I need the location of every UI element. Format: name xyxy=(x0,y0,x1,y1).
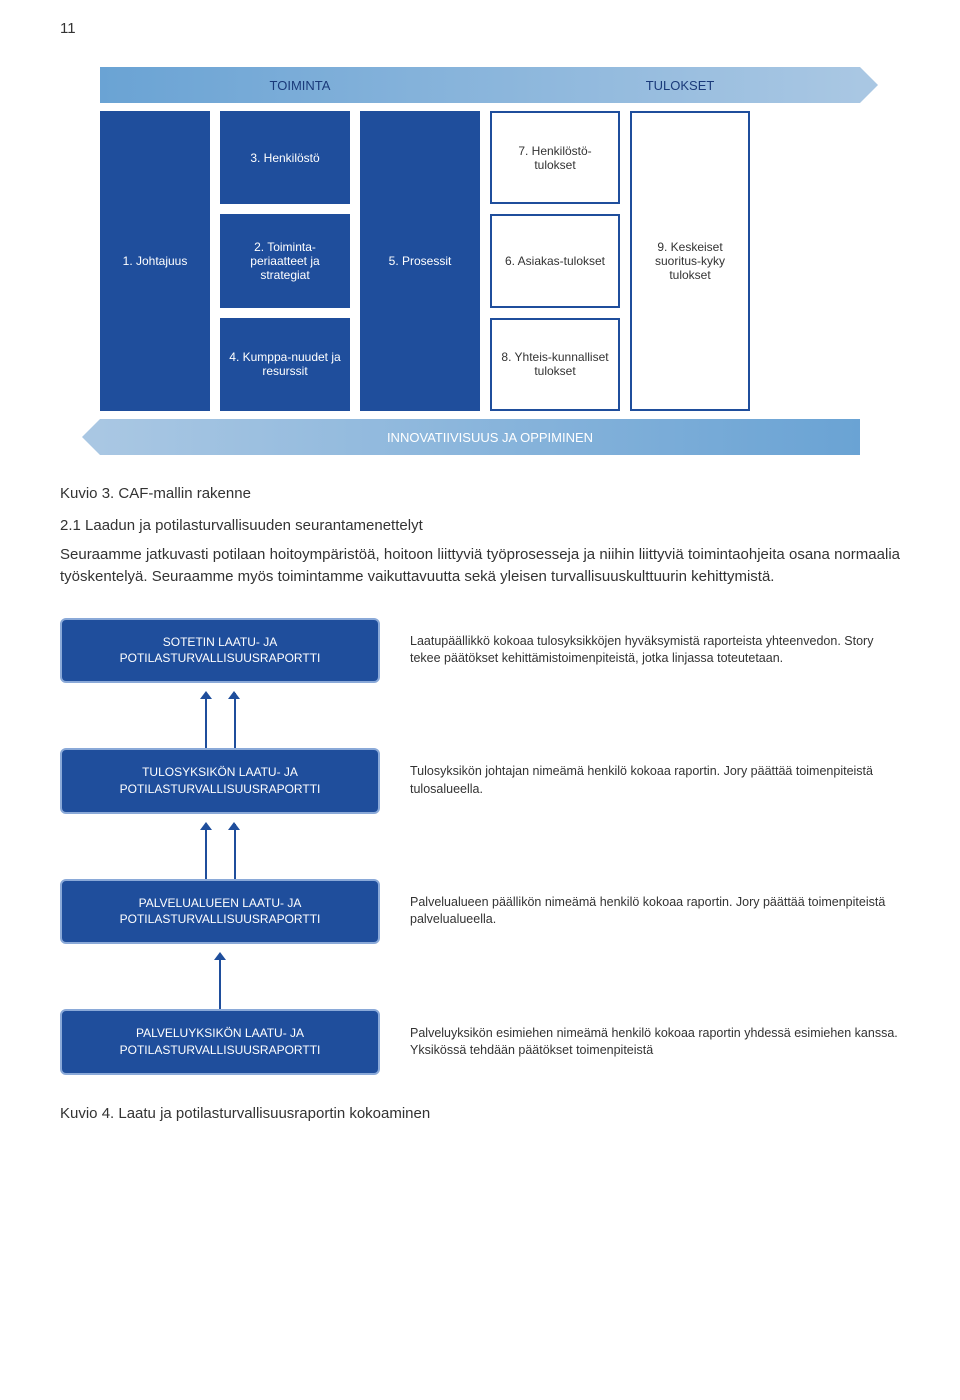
section-heading: 2.1 Laadun ja potilasturvallisuuden seur… xyxy=(60,517,900,534)
box-toimintaperiaatteet: 2. Toiminta-periaatteet ja strategiat xyxy=(220,214,350,307)
page-number: 11 xyxy=(60,20,900,37)
body-paragraph: Seuraamme jatkuvasti potilaan hoitoympär… xyxy=(60,544,900,588)
top-label-tulokset: TULOKSET xyxy=(480,78,860,93)
bottom-arrow-bar: INNOVATIIVISUUS JA OPPIMINEN xyxy=(100,419,860,455)
flow-desc-palveluyksikon: Palveluyksikön esimiehen nimeämä henkilö… xyxy=(410,1025,900,1060)
box-asiakastulokset: 6. Asiakas-tulokset xyxy=(490,214,620,307)
box-yhteiskunnalliset: 8. Yhteis-kunnalliset tulokset xyxy=(490,318,620,411)
flow-desc-palvelualueen: Palvelualueen päällikön nimeämä henkilö … xyxy=(410,894,900,929)
caf-diagram: TOIMINTA TULOKSET 1. Johtajuus 3. Henkil… xyxy=(100,67,860,455)
flow-box-palvelualueen: PALVELUALUEEN LAATU- JA POTILASTURVALLIS… xyxy=(60,879,380,945)
flow-connector xyxy=(60,954,380,1009)
flow-box-sotetin: SOTETIN LAATU- JA POTILASTURVALLISUUSRAP… xyxy=(60,618,380,684)
bottom-label-innov: INNOVATIIVISUUS JA OPPIMINEN xyxy=(100,430,860,445)
box-prosessit: 5. Prosessit xyxy=(360,111,480,411)
caf-grid: 1. Johtajuus 3. Henkilöstö 2. Toiminta-p… xyxy=(100,111,860,411)
box-keskeiset: 9. Keskeiset suoritus-kyky tulokset xyxy=(630,111,750,411)
caption-kuvio4: Kuvio 4. Laatu ja potilasturvallisuusrap… xyxy=(60,1105,900,1122)
flow-desc-sotetin: Laatupäällikkö kokoaa tulosyksikköjen hy… xyxy=(410,633,900,668)
flow-diagram: SOTETIN LAATU- JA POTILASTURVALLISUUSRAP… xyxy=(60,618,900,1075)
flow-connector xyxy=(60,824,380,879)
box-henkilosto: 3. Henkilöstö xyxy=(220,111,350,204)
box-johtajuus: 1. Johtajuus xyxy=(100,111,210,411)
caption-kuvio3: Kuvio 3. CAF-mallin rakenne xyxy=(60,485,900,502)
flow-box-tulosyksikon: TULOSYKSIKÖN LAATU- JA POTILASTURVALLISU… xyxy=(60,748,380,814)
arrow-head-left-icon xyxy=(82,419,100,455)
arrow-head-right-icon xyxy=(860,67,878,103)
top-arrow-bar: TOIMINTA TULOKSET xyxy=(100,67,860,103)
flow-connector xyxy=(60,693,380,748)
box-henkilostotulokset: 7. Henkilöstö-tulokset xyxy=(490,111,620,204)
top-label-toiminta: TOIMINTA xyxy=(100,78,480,93)
flow-desc-tulosyksikon: Tulosyksikön johtajan nimeämä henkilö ko… xyxy=(410,763,900,798)
flow-box-palveluyksikon: PALVELUYKSIKÖN LAATU- JA POTILASTURVALLI… xyxy=(60,1009,380,1075)
box-kumppanuudet: 4. Kumppa-nuudet ja resurssit xyxy=(220,318,350,411)
